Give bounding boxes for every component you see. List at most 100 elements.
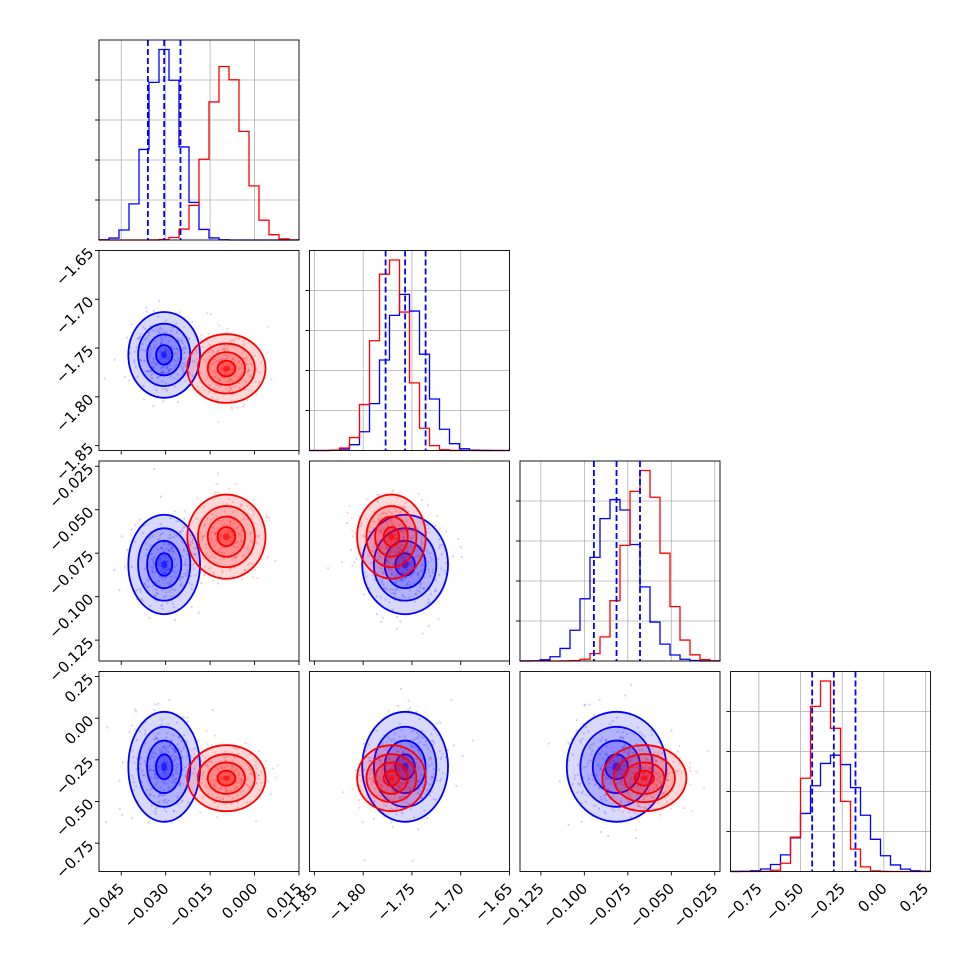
sample-point: [382, 572, 385, 575]
sample-point: [412, 528, 416, 532]
sample-point: [664, 790, 667, 793]
sample-point: [160, 338, 163, 341]
sample-point: [389, 550, 393, 553]
sample-point: [175, 322, 178, 325]
sample-point: [445, 561, 448, 565]
sample-point: [389, 798, 392, 801]
sample-point: [439, 779, 442, 783]
sample-point: [387, 531, 390, 534]
sample-point: [167, 549, 171, 552]
sample-point: [611, 719, 614, 723]
sample-point: [397, 768, 400, 771]
sample-point: [173, 758, 177, 761]
sample-point: [216, 767, 220, 770]
sample-point: [386, 548, 389, 551]
sample-point: [432, 798, 436, 801]
sample-point: [173, 364, 177, 367]
sample-point: [416, 554, 420, 557]
sample-point: [635, 793, 639, 797]
sample-point: [169, 517, 172, 520]
sample-point: [248, 533, 251, 536]
sample-point: [654, 784, 657, 787]
sample-point: [398, 735, 401, 738]
density-contour: [161, 560, 168, 569]
sample-point: [254, 820, 258, 823]
sample-point: [428, 793, 432, 797]
sample-point: [379, 529, 382, 532]
sample-point: [366, 756, 369, 759]
sample-point: [655, 772, 658, 775]
sample-point: [224, 786, 227, 789]
sample-point: [192, 536, 195, 539]
sample-point: [391, 728, 395, 731]
sample-point: [388, 529, 391, 532]
sample-point: [150, 552, 153, 555]
sample-point: [418, 586, 422, 589]
sample-point: [148, 355, 151, 358]
density-layer: [103, 300, 273, 424]
sample-point: [164, 349, 167, 353]
sample-point: [170, 544, 173, 547]
sample-point: [177, 772, 180, 775]
sample-point: [158, 575, 161, 578]
sample-point: [637, 764, 640, 767]
sample-point: [225, 790, 228, 793]
sample-point: [179, 583, 183, 586]
sample-point: [619, 780, 622, 783]
sample-point: [199, 811, 202, 814]
sample-point: [150, 374, 153, 377]
sample-point: [168, 364, 171, 367]
sample-point: [162, 554, 165, 557]
sample-point: [181, 555, 185, 558]
sample-point: [641, 733, 644, 736]
sample-point: [219, 777, 222, 780]
sample-point: [379, 795, 382, 798]
sample-point: [375, 774, 379, 778]
sample-point: [393, 537, 396, 541]
sample-point: [168, 543, 171, 546]
sample-point: [371, 533, 374, 536]
sample-point: [436, 722, 439, 725]
sample-point: [163, 745, 166, 748]
sample-point: [643, 798, 646, 801]
sample-point: [145, 337, 148, 340]
sample-point: [155, 582, 158, 585]
sample-point: [207, 568, 210, 571]
sample-point: [406, 545, 409, 549]
sample-point: [181, 348, 185, 352]
sample-point: [255, 782, 258, 785]
sample-point: [402, 536, 405, 539]
sample-point: [421, 757, 424, 760]
sample-point: [197, 347, 201, 351]
sample-point: [361, 821, 364, 824]
sample-point: [660, 782, 663, 785]
sample-point: [385, 776, 388, 779]
sample-point: [230, 387, 233, 390]
sample-point: [142, 359, 145, 363]
x-tick-label: 0.000: [218, 880, 261, 923]
sample-point: [213, 801, 216, 804]
sample-point: [168, 549, 171, 552]
sample-point: [659, 775, 662, 778]
sample-point: [411, 859, 414, 863]
sample-point: [222, 347, 225, 350]
sample-point: [254, 380, 257, 384]
sample-point: [419, 754, 422, 757]
sample-point: [174, 618, 177, 622]
sample-point: [145, 370, 149, 373]
sample-point: [251, 563, 254, 566]
sample-point: [653, 752, 656, 755]
sample-point: [428, 764, 431, 767]
sample-point: [173, 764, 176, 767]
sample-point: [210, 531, 213, 534]
sample-point: [220, 358, 223, 361]
sample-point: [214, 532, 217, 536]
sample-point: [576, 763, 579, 766]
sample-point: [176, 721, 179, 724]
sample-point: [247, 368, 250, 371]
sample-point: [191, 538, 194, 542]
sample-point: [605, 738, 608, 742]
sample-point: [232, 746, 235, 750]
sample-point: [620, 772, 624, 775]
sample-point: [172, 734, 175, 737]
